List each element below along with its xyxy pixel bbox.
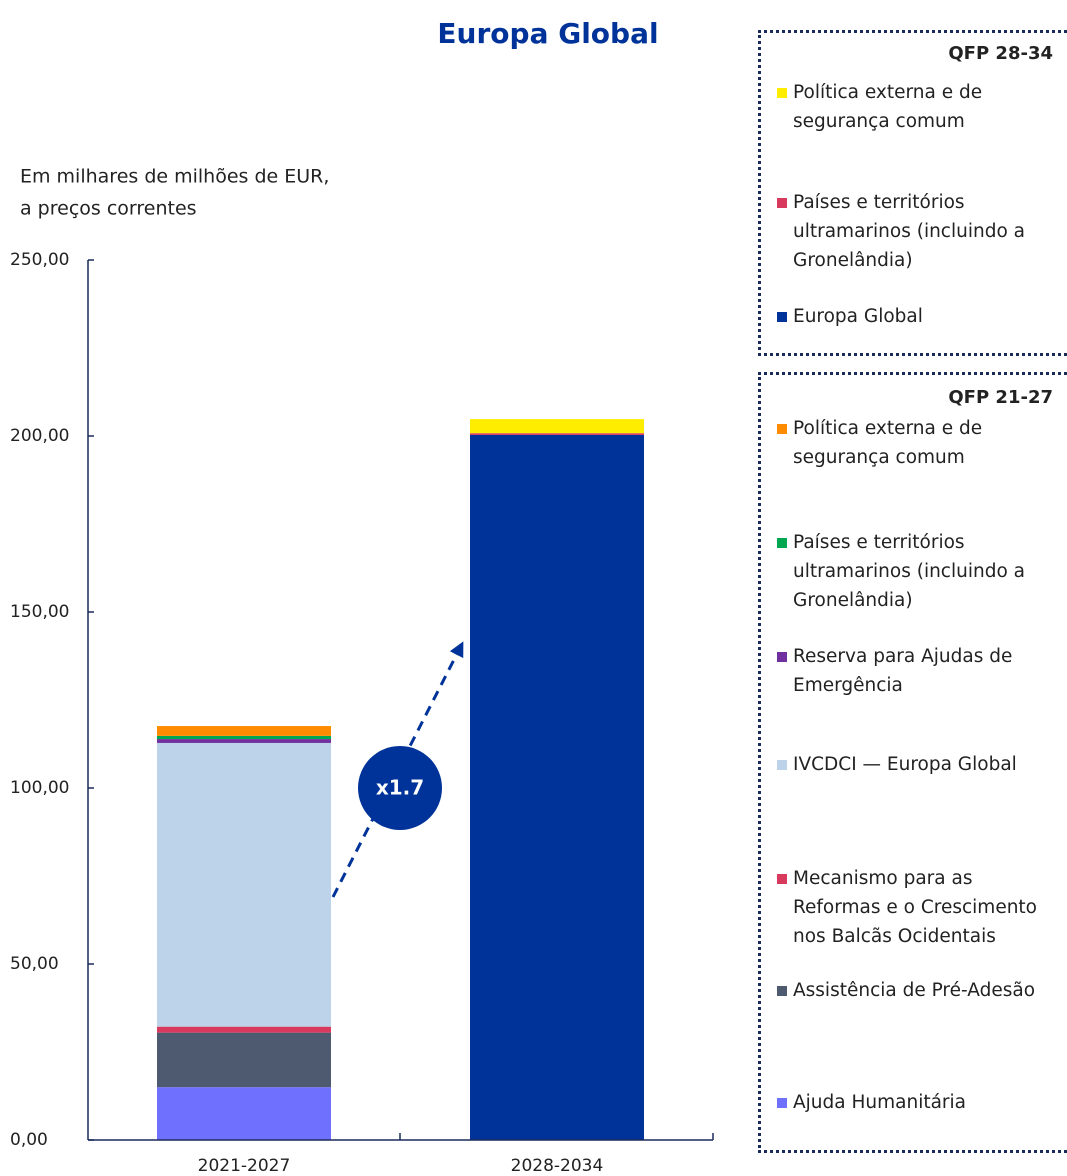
legend-entry: Mecanismo para as Reformas e o Crescimen… <box>793 868 1038 947</box>
legend-entry: Assistência de Pré-Adesão <box>793 980 1036 1001</box>
legend-entry: Ajuda Humanitária <box>793 1092 967 1113</box>
y-tick-label: 50,00 <box>10 954 59 974</box>
bar-segment <box>157 1032 331 1088</box>
bar-segment <box>470 419 644 434</box>
legend-entry: Europa Global <box>793 306 923 327</box>
y-tick-label: 0,00 <box>10 1130 48 1150</box>
legend-swatch <box>777 424 787 434</box>
legend-box: QFP 28-34 Política externa e de segurança… <box>758 30 1067 356</box>
legend-swatch <box>777 1098 787 1108</box>
bar-segment <box>157 742 331 1027</box>
legend-box: QFP 21-27 Política externa e de segurança… <box>758 372 1067 1153</box>
legend-entry: Política externa e de segurança comum <box>793 418 983 468</box>
legend-swatch <box>777 874 787 884</box>
legend-entry: Política externa e de segurança comum <box>793 82 983 132</box>
y-axis-label: a preços correntes <box>20 198 197 220</box>
legend-entry: IVCDCI — Europa Global <box>793 754 1017 775</box>
annotation: x1.7 <box>376 776 424 800</box>
legend-entry: Reserva para Ajudas de Emergência <box>793 646 1013 696</box>
legend-title: QFP 28-34 <box>948 43 1053 64</box>
bar-segment <box>157 1087 331 1140</box>
legend-entry: Países e territórios ultramarinos (inclu… <box>793 192 1025 271</box>
bar-segment <box>157 1026 331 1033</box>
y-tick-label: 250,00 <box>10 250 69 270</box>
bar-segment <box>157 726 331 736</box>
legend-swatch <box>777 652 787 662</box>
legend-swatch <box>777 538 787 548</box>
y-tick-label: 150,00 <box>10 602 69 622</box>
bar-segment <box>470 434 644 1141</box>
legend-swatch <box>777 760 787 770</box>
legend-swatch <box>777 88 787 98</box>
chart-title: Europa Global <box>437 17 658 50</box>
bar-segment <box>157 739 331 743</box>
growth-badge <box>358 746 442 830</box>
legend-swatch <box>777 198 787 208</box>
y-tick-label: 100,00 <box>10 778 69 798</box>
legend-swatch <box>777 986 787 996</box>
x-tick-label: 2021-2027 <box>198 1156 291 1176</box>
legend-swatch <box>777 312 787 322</box>
legend-entry: Países e territórios ultramarinos (inclu… <box>793 532 1025 611</box>
bar-segment <box>470 433 644 435</box>
bar-segment <box>157 735 331 740</box>
y-tick-label: 200,00 <box>10 426 69 446</box>
legend-title: QFP 21-27 <box>948 387 1053 408</box>
y-axis-label: Em milhares de milhões de EUR, <box>20 166 329 188</box>
x-tick-label: 2028-2034 <box>511 1156 604 1176</box>
